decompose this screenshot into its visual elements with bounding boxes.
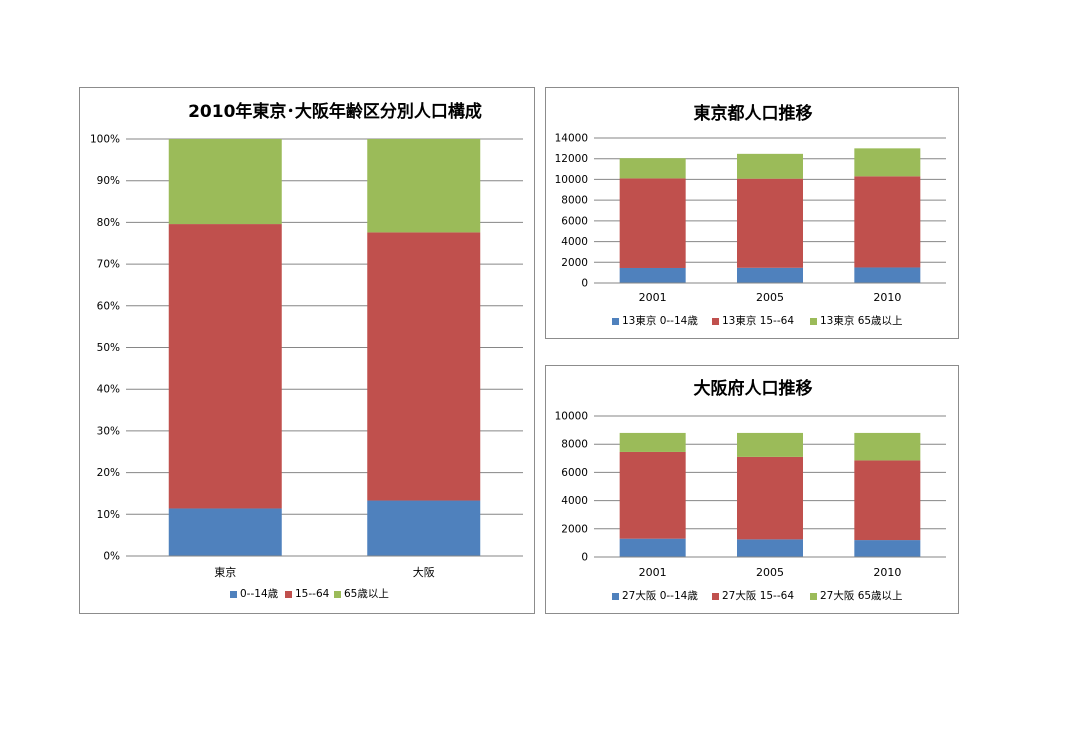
x-category-label: 2010 (873, 566, 901, 579)
bar-segment (619, 451, 686, 539)
bar-segment (367, 232, 481, 501)
y-tick-label: 90% (97, 175, 120, 187)
legend-label: 13東京 65歳以上 (820, 314, 903, 327)
legend-swatch (612, 318, 619, 325)
bar-segment (367, 500, 481, 556)
bar-segment (737, 539, 803, 557)
x-category-label: 大阪 (413, 565, 435, 579)
bar-segment (168, 224, 282, 509)
y-tick-label: 40% (97, 384, 120, 396)
bar-segment (737, 432, 803, 457)
y-tick-label: 8000 (561, 439, 588, 451)
x-category-label: 2001 (639, 566, 667, 579)
legend-label: 27大阪 15--64 (722, 589, 794, 602)
legend-label: 27大阪 0--14歳 (622, 589, 698, 602)
chart-panel-tokyo-population: 東京都人口推移 0 2000 4000 6000 8000 10000 12000 14000 2… (545, 87, 959, 339)
y-tick-label: 30% (97, 425, 120, 437)
tokyo-population-chart: 東京都人口推移 0 2000 4000 6000 8000 10000 12000 14000 2… (555, 103, 946, 327)
y-tick-label: 6000 (561, 467, 588, 479)
legend-swatch (285, 591, 292, 598)
legend-swatch (810, 593, 817, 600)
y-tick-label: 0 (581, 278, 588, 290)
legend-label: 15--64 (295, 588, 330, 600)
bar-segment (168, 508, 282, 556)
bar-segment (854, 176, 921, 268)
x-category-label: 2005 (756, 566, 784, 579)
x-category-label: 2001 (639, 291, 667, 304)
y-tick-label: 12000 (555, 153, 588, 165)
legend-swatch (334, 591, 341, 598)
y-tick-label: 2000 (561, 257, 588, 269)
bar-segment (737, 178, 803, 268)
legend-label: 13東京 15--64 (722, 314, 794, 327)
chart-title: 東京都人口推移 (694, 103, 813, 124)
y-tick-label: 2000 (561, 523, 588, 535)
legend-label: 27大阪 65歳以上 (820, 589, 903, 602)
y-tick-label: 0 (581, 552, 588, 564)
bar-segment (854, 267, 921, 283)
bar-segment (367, 139, 481, 233)
bar-segment (854, 432, 921, 461)
y-tick-label: 10% (97, 509, 120, 521)
y-tick-label: 20% (97, 467, 120, 479)
y-tick-label: 50% (97, 342, 120, 354)
bar-segment (619, 178, 686, 268)
y-tick-label: 60% (97, 300, 120, 312)
bar-segment (619, 432, 686, 452)
bar-segment (737, 267, 803, 283)
chart-panel-age-composition: 2010年東京･大阪年齢区分別人口構成 0% 10% 20% 30% 40% 50% 60% 7… (79, 87, 535, 614)
y-tick-label: 14000 (555, 133, 588, 145)
y-tick-label: 10000 (555, 411, 588, 423)
age-composition-chart: 2010年東京･大阪年齢区分別人口構成 0% 10% 20% 30% 40% 50% 60% 7… (90, 101, 523, 600)
bar-segment (737, 456, 803, 540)
x-category-label: 2010 (873, 291, 901, 304)
y-tick-label: 4000 (561, 236, 588, 248)
legend-swatch (712, 318, 719, 325)
y-tick-label: 100% (90, 134, 120, 146)
bar-segment (619, 158, 686, 179)
bar-segment (168, 139, 282, 225)
legend-label: 13東京 0--14歳 (622, 314, 698, 327)
y-tick-label: 70% (97, 259, 120, 271)
bar-segment (854, 148, 921, 177)
y-tick-label: 80% (97, 217, 120, 229)
y-tick-label: 10000 (555, 174, 588, 186)
legend-swatch (810, 318, 817, 325)
y-tick-label: 6000 (561, 215, 588, 227)
legend-swatch (230, 591, 237, 598)
legend-swatch (712, 593, 719, 600)
bar-segment (854, 540, 921, 557)
bar-segment (854, 460, 921, 541)
chart-title: 2010年東京･大阪年齢区分別人口構成 (188, 101, 482, 122)
bar-segment (619, 538, 686, 557)
y-tick-label: 0% (103, 551, 120, 563)
osaka-population-chart: 大阪府人口推移 0 2000 4000 6000 8000 10000 2001 2005 201… (555, 378, 946, 602)
chart-panel-osaka-population: 大阪府人口推移 0 2000 4000 6000 8000 10000 2001 2005 201… (545, 365, 959, 614)
chart-title: 大阪府人口推移 (694, 378, 813, 399)
legend-label: 0--14歳 (240, 588, 279, 600)
bar-segment (737, 153, 803, 179)
x-category-label: 2005 (756, 291, 784, 304)
y-tick-label: 8000 (561, 195, 588, 207)
y-tick-label: 4000 (561, 495, 588, 507)
x-category-label: 東京 (214, 565, 236, 579)
legend-label: 65歳以上 (344, 588, 389, 600)
bar-segment (619, 267, 686, 283)
legend-swatch (612, 593, 619, 600)
